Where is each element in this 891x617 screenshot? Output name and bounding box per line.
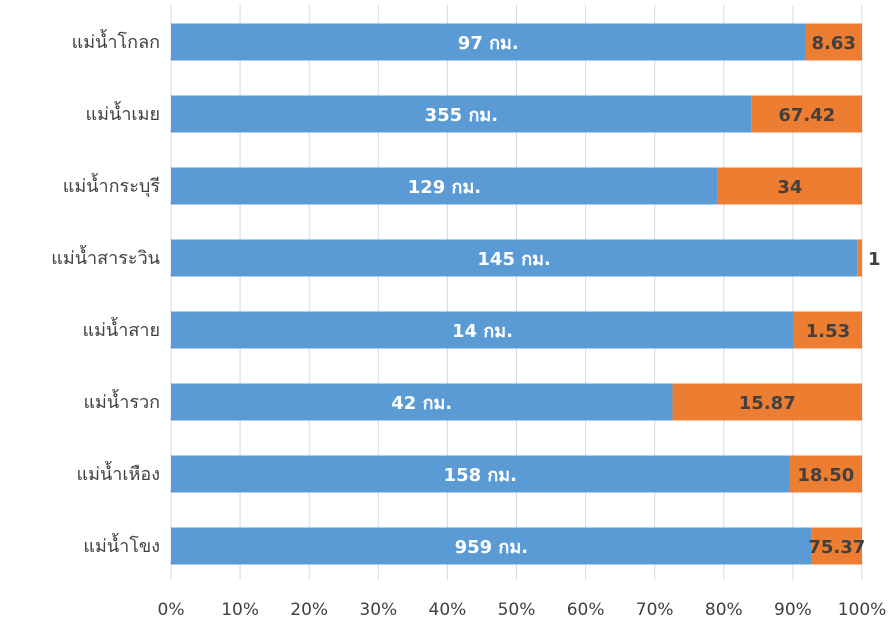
x-tick-label: 30% <box>359 600 397 617</box>
data-label: 15.87 <box>739 393 796 414</box>
category-label: แม่น้ำสาย <box>82 317 160 341</box>
x-tick-label: 80% <box>705 600 743 617</box>
category-label: แม่น้ำกระบุรี <box>63 173 161 197</box>
data-label: 14 กม. <box>452 321 513 342</box>
data-label: 97 กม. <box>458 33 519 54</box>
x-tick-label: 20% <box>290 600 328 617</box>
data-label: 158 กม. <box>444 465 517 486</box>
bar-segment <box>811 527 862 565</box>
bars <box>171 23 862 565</box>
bar-segment <box>793 311 862 349</box>
bar-segment <box>171 527 812 565</box>
bar-segment <box>171 95 752 133</box>
bar-segment <box>751 95 862 133</box>
bar-segment <box>171 239 858 277</box>
category-label: แม่น้ำรวก <box>83 389 160 413</box>
x-tick-label: 90% <box>774 600 812 617</box>
data-label: 1 <box>868 249 881 270</box>
x-tick-label: 10% <box>221 600 259 617</box>
data-label: 34 <box>777 177 802 198</box>
x-tick-label: 60% <box>567 600 605 617</box>
data-label: 145 กม. <box>477 249 550 270</box>
category-label: แม่น้ำเหือง <box>77 461 161 485</box>
data-label: 42 กม. <box>391 393 452 414</box>
data-labels: 97 กม. 8.63 355 กม. 67.42 129 กม. 34 145 กม. 1 1… <box>391 33 880 558</box>
bar-segment <box>171 383 673 421</box>
data-label: 1.53 <box>806 321 850 342</box>
category-label: แม่น้ำโขง <box>83 533 160 557</box>
category-label: แม่น้ำสาระวิน <box>51 245 160 269</box>
bar-segment <box>171 455 790 493</box>
bar-segment <box>672 383 862 421</box>
data-label: 75.37 <box>808 537 865 558</box>
bar-segment <box>857 239 862 277</box>
x-tick-label: 50% <box>498 600 536 617</box>
x-axis-tick-labels: 0% 10% 20% 30% 40% 50% 60% 70% 80% 90% 100% <box>158 600 887 617</box>
x-tick-label: 100% <box>838 600 887 617</box>
data-label: 355 กม. <box>425 105 498 126</box>
category-labels: แม่น้ำโกลกแม่น้ำเมยแม่น้ำกระบุรีแม่น้ำสา… <box>51 29 160 557</box>
bar-segment <box>789 455 862 493</box>
data-label: 67.42 <box>778 105 835 126</box>
bar-segment <box>805 23 862 61</box>
x-tick-label: 70% <box>636 600 674 617</box>
bar-segment <box>171 23 806 61</box>
gridlines <box>170 5 863 580</box>
category-label: แม่น้ำเมย <box>86 101 160 125</box>
data-label: 129 กม. <box>408 177 481 198</box>
bar-segment <box>717 167 862 205</box>
category-label: แม่น้ำโกลก <box>72 29 160 53</box>
bar-segment <box>171 167 718 205</box>
data-label: 959 กม. <box>455 537 528 558</box>
bar-segment <box>171 311 794 349</box>
data-label: 18.50 <box>797 465 854 486</box>
x-tick-label: 40% <box>429 600 467 617</box>
x-tick-label: 0% <box>158 600 185 617</box>
data-label: 8.63 <box>812 33 856 54</box>
